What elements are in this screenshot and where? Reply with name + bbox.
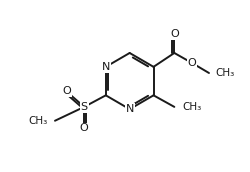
Text: O: O	[188, 58, 196, 68]
Text: CH₃: CH₃	[182, 102, 201, 112]
Text: O: O	[62, 87, 71, 96]
Text: N: N	[126, 104, 134, 114]
Text: CH₃: CH₃	[28, 116, 47, 126]
Text: O: O	[80, 123, 88, 133]
Text: S: S	[81, 102, 88, 112]
Text: N: N	[102, 62, 110, 72]
Text: CH₃: CH₃	[215, 68, 234, 78]
Text: O: O	[170, 30, 179, 40]
